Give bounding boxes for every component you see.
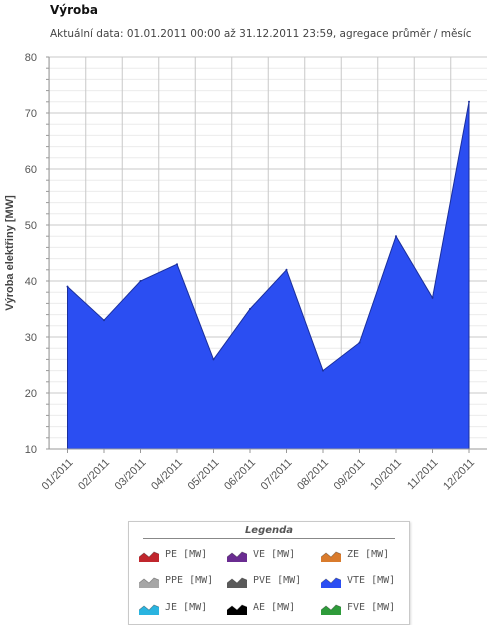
legend-swatch-icon — [139, 604, 159, 615]
legend-swatch-icon — [227, 604, 247, 615]
legend-swatch-icon — [321, 577, 341, 588]
legend-item-label: VTE [MW] — [347, 575, 396, 586]
y-tick-label: 80 — [25, 52, 37, 64]
x-tick-label: 07/2011 — [259, 457, 295, 493]
data-point — [212, 358, 215, 361]
data-point — [176, 263, 178, 266]
legend-title: Legenda — [244, 525, 294, 536]
x-tick-label: 06/2011 — [222, 457, 258, 493]
x-tick-label: 01/2011 — [40, 457, 76, 493]
data-point — [358, 341, 361, 344]
page-title: Výroba — [50, 3, 98, 17]
legend-item-label: PE [MW] — [165, 549, 208, 560]
data-point — [431, 296, 434, 299]
x-tick-label: 02/2011 — [76, 457, 112, 493]
x-tick-label: 12/2011 — [441, 457, 477, 493]
x-tick-label: 08/2011 — [295, 457, 331, 493]
data-point — [322, 369, 324, 372]
x-tick-label: 11/2011 — [405, 457, 440, 492]
y-tick-label: 30 — [25, 332, 37, 344]
x-tick-label: 10/2011 — [368, 457, 404, 493]
legend-item-label: AE [MW] — [253, 602, 296, 613]
y-tick-label: 70 — [25, 108, 37, 120]
legend-item-label: JE [MW] — [165, 602, 208, 613]
data-point — [249, 308, 251, 310]
data-point — [139, 280, 142, 282]
y-tick-label: 60 — [25, 164, 37, 176]
y-axis-label: Výroba elektřiny [MW] — [4, 195, 16, 311]
y-tick-label: 50 — [25, 220, 37, 232]
data-point — [66, 285, 69, 288]
legend: Legenda PE [MW] VE [MW] ZE [MW] PPE [MW] PVE… — [128, 521, 410, 625]
legend-divider — [143, 538, 395, 539]
production-chart: 10 20 30 40 50 60 70 80 01/2011 02/2011 03/2011 04/… — [4, 52, 487, 493]
x-tick-label: 03/2011 — [113, 457, 149, 493]
area-layer — [66, 100, 470, 450]
legend-item-label: ZE [MW] — [347, 549, 390, 560]
data-point — [468, 100, 470, 103]
legend-swatch-icon — [227, 551, 247, 562]
legend-swatch-icon — [139, 577, 159, 588]
y-tick-label: 20 — [25, 388, 37, 400]
data-point — [103, 319, 105, 322]
x-tick-label: 05/2011 — [186, 457, 222, 493]
x-tick-label: 09/2011 — [332, 457, 368, 493]
legend-swatch-icon — [321, 604, 341, 615]
legend-swatch-icon — [139, 551, 159, 562]
legend-swatch-icon — [321, 551, 341, 562]
data-point — [395, 235, 397, 238]
legend-item-label: FVE [MW] — [347, 602, 396, 613]
legend-item-label: PVE [MW] — [253, 575, 302, 586]
legend-item-label: VE [MW] — [253, 549, 296, 560]
legend-item-label: PPE [MW] — [165, 575, 214, 586]
data-point — [285, 268, 288, 271]
date-range-subtitle: Aktuální data: 01.01.2011 00:00 až 31.12… — [50, 28, 472, 40]
x-tick-label: 04/2011 — [149, 457, 185, 493]
y-tick-label: 10 — [25, 444, 37, 456]
y-tick-label: 40 — [25, 276, 37, 288]
legend-swatch-icon — [227, 577, 247, 588]
